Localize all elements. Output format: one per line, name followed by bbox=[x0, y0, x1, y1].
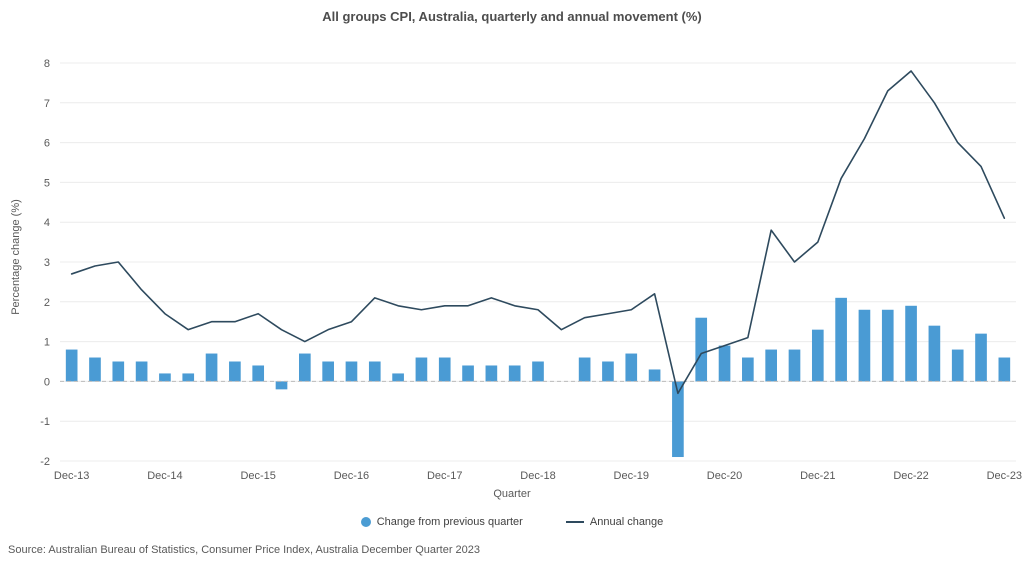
svg-text:0: 0 bbox=[44, 376, 50, 388]
svg-text:-2: -2 bbox=[40, 456, 50, 468]
svg-text:Dec-15: Dec-15 bbox=[240, 470, 275, 482]
svg-text:Dec-23: Dec-23 bbox=[987, 470, 1022, 482]
svg-text:Dec-16: Dec-16 bbox=[334, 470, 369, 482]
svg-text:4: 4 bbox=[44, 217, 50, 229]
svg-text:2: 2 bbox=[44, 297, 50, 309]
svg-text:5: 5 bbox=[44, 177, 50, 189]
svg-text:6: 6 bbox=[44, 138, 50, 150]
svg-text:Dec-21: Dec-21 bbox=[800, 470, 835, 482]
svg-text:7: 7 bbox=[44, 98, 50, 110]
svg-text:3: 3 bbox=[44, 257, 50, 269]
svg-text:Dec-13: Dec-13 bbox=[54, 470, 89, 482]
svg-text:Dec-14: Dec-14 bbox=[147, 470, 182, 482]
svg-text:Dec-18: Dec-18 bbox=[520, 470, 555, 482]
svg-text:Dec-17: Dec-17 bbox=[427, 470, 462, 482]
svg-text:8: 8 bbox=[44, 58, 50, 70]
svg-text:Dec-20: Dec-20 bbox=[707, 470, 742, 482]
svg-text:1: 1 bbox=[44, 337, 50, 349]
svg-text:Dec-19: Dec-19 bbox=[614, 470, 649, 482]
svg-text:Dec-22: Dec-22 bbox=[893, 470, 928, 482]
svg-text:-1: -1 bbox=[40, 416, 50, 428]
